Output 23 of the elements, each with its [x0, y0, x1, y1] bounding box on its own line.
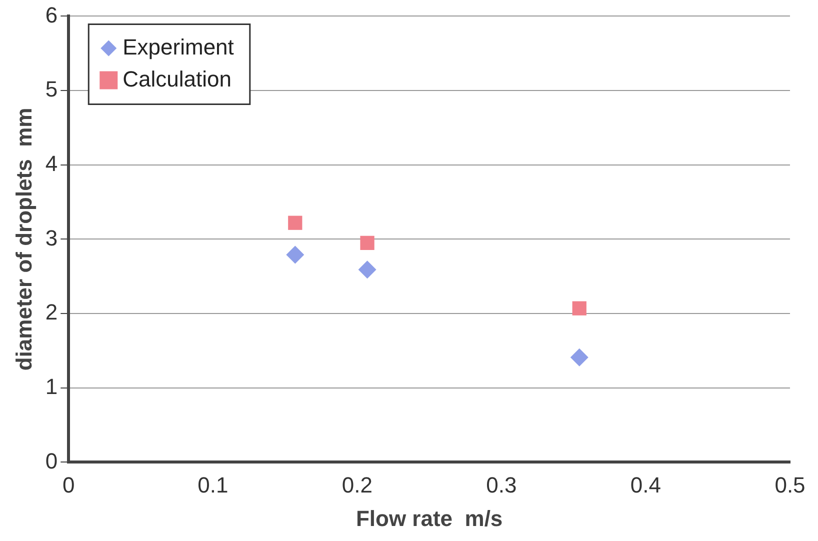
y-tick-label: 3 — [45, 225, 58, 250]
y-tick-label: 6 — [45, 2, 58, 28]
point — [360, 236, 374, 250]
y-tick-label: 5 — [45, 76, 58, 102]
x-tick-label: 0.3 — [486, 472, 517, 498]
y-tick-label: 4 — [45, 150, 58, 176]
x-tick-label: 0 — [62, 472, 75, 498]
x-tick-label: 0.4 — [630, 472, 662, 498]
point — [570, 348, 588, 366]
y-tick-label: 1 — [45, 374, 58, 399]
point — [572, 301, 586, 316]
x-tick-label: 0.5 — [774, 472, 806, 498]
y-axis-title: diameter of droplets mm — [11, 108, 36, 371]
point — [358, 260, 376, 279]
y-tick-label: 0 — [45, 448, 58, 474]
y-tick-label: 2 — [45, 300, 58, 325]
x-tick-label: 0.2 — [342, 472, 372, 498]
legend-label: Calculation — [122, 66, 232, 92]
legend-label: Experiment — [122, 34, 234, 60]
point — [286, 246, 304, 264]
point — [288, 216, 302, 230]
x-axis-title: Flow rate m/s — [356, 506, 503, 531]
x-tick-label: 0.1 — [198, 472, 228, 498]
